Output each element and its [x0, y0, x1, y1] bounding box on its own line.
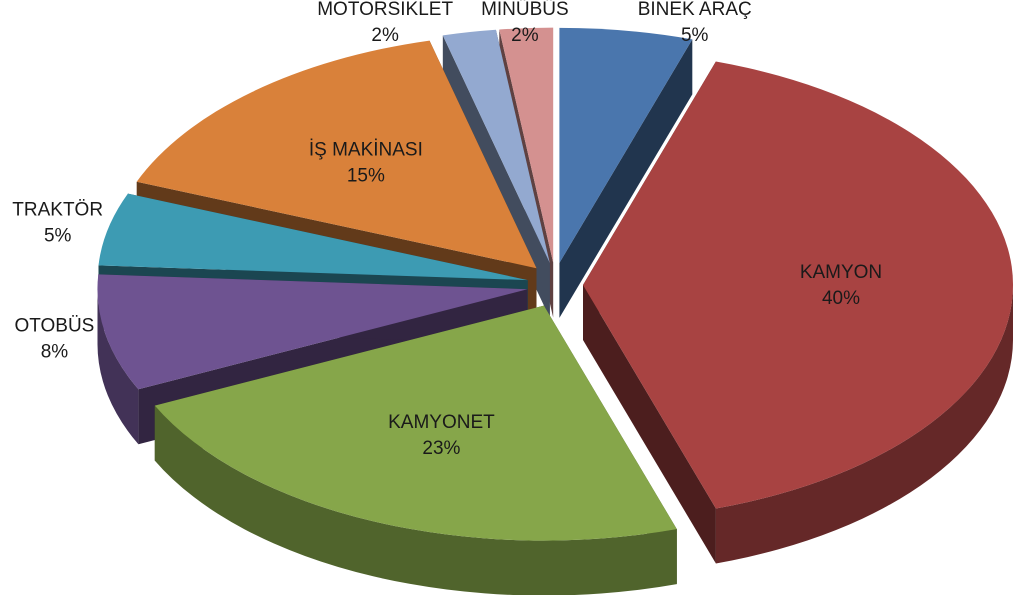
slice: [154, 305, 677, 541]
slice-value-label: 15%: [347, 165, 385, 186]
slice-side: [559, 39, 693, 318]
slice-label: KAMYONET: [388, 412, 495, 433]
slice-side: [583, 285, 716, 564]
slice-label: İŞ MAKİNASI: [309, 139, 423, 160]
slice-label: MOTORSİKLET: [317, 0, 453, 20]
slice-label: TRAKTÖR: [12, 200, 103, 221]
slice-value-label: 5%: [44, 226, 72, 247]
slice: [97, 274, 528, 390]
slice: [136, 40, 537, 269]
slice-label: KAMYON: [800, 262, 882, 283]
slice: [98, 193, 528, 281]
slice-value-label: 2%: [511, 25, 539, 46]
slice-value-label: 2%: [371, 25, 399, 46]
slice-wall: [154, 405, 677, 595]
slice-value-label: 5%: [681, 25, 709, 46]
slice-value-label: 40%: [822, 288, 860, 309]
slice-label: OTOBÜS: [14, 316, 94, 337]
slice-value-label: 8%: [41, 342, 69, 363]
slice: [559, 27, 693, 263]
slice: [499, 27, 554, 263]
slice: [442, 29, 550, 263]
slice-label: BİNEK ARAÇ: [638, 0, 752, 20]
slice-wall: [715, 285, 1014, 564]
slice-label: MİNÜBÜS: [481, 0, 569, 20]
slice-value-label: 23%: [422, 438, 460, 459]
slice: [583, 61, 1014, 509]
slice-wall: [97, 289, 139, 445]
